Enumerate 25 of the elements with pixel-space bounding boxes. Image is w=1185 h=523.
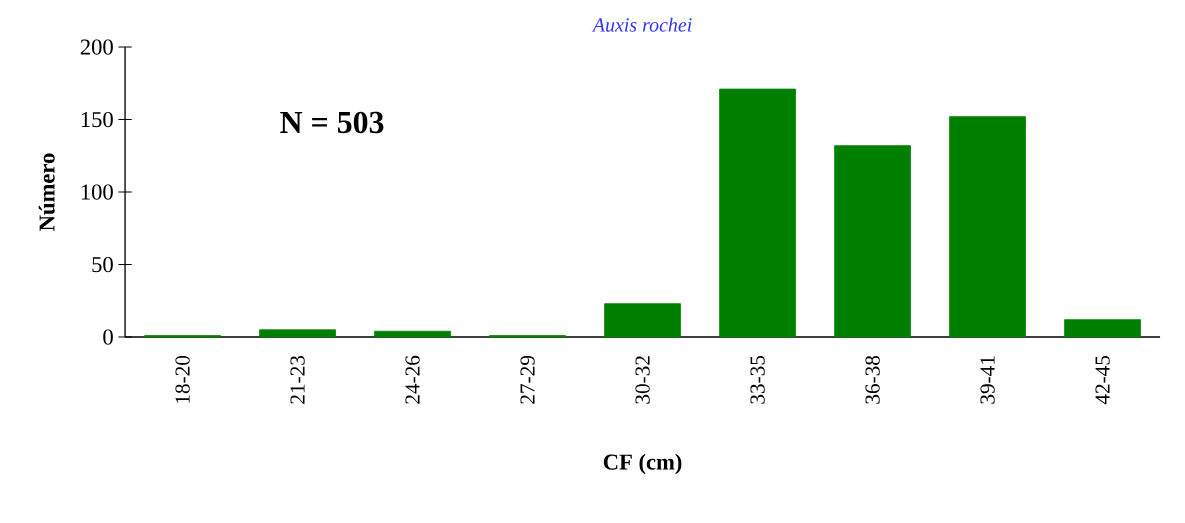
bar — [374, 330, 451, 338]
bar — [949, 116, 1026, 338]
bar — [719, 88, 796, 338]
x-tick-label: 39-41 — [980, 356, 995, 404]
bar — [834, 145, 911, 338]
x-tick-label: 36-38 — [865, 355, 880, 404]
x-tick-label: 27-29 — [520, 355, 535, 404]
y-tick-label: 50 — [92, 256, 113, 273]
x-axis-title: CF (cm) — [603, 453, 682, 475]
y-tick-label: 100 — [81, 184, 113, 200]
x-tick-label: 21-23 — [290, 355, 305, 404]
annotation: N = 503 — [280, 111, 384, 134]
y-tick-label: 0 — [103, 329, 113, 345]
bar — [1064, 319, 1141, 338]
y-axis-title: Número — [38, 153, 55, 231]
bar — [604, 303, 681, 338]
x-tick-label: 24-26 — [405, 355, 420, 404]
bar — [259, 329, 336, 338]
chart-title: Auxis rochei — [591, 17, 692, 32]
x-tick-label: 18-20 — [175, 355, 190, 403]
x-tick-label: 42-45 — [1095, 355, 1110, 405]
y-tick-label: 200 — [80, 39, 113, 55]
y-tick-label: 150 — [81, 111, 113, 128]
x-tick-label: 30-32 — [635, 356, 650, 404]
x-tick-label: 33-35 — [750, 355, 765, 404]
